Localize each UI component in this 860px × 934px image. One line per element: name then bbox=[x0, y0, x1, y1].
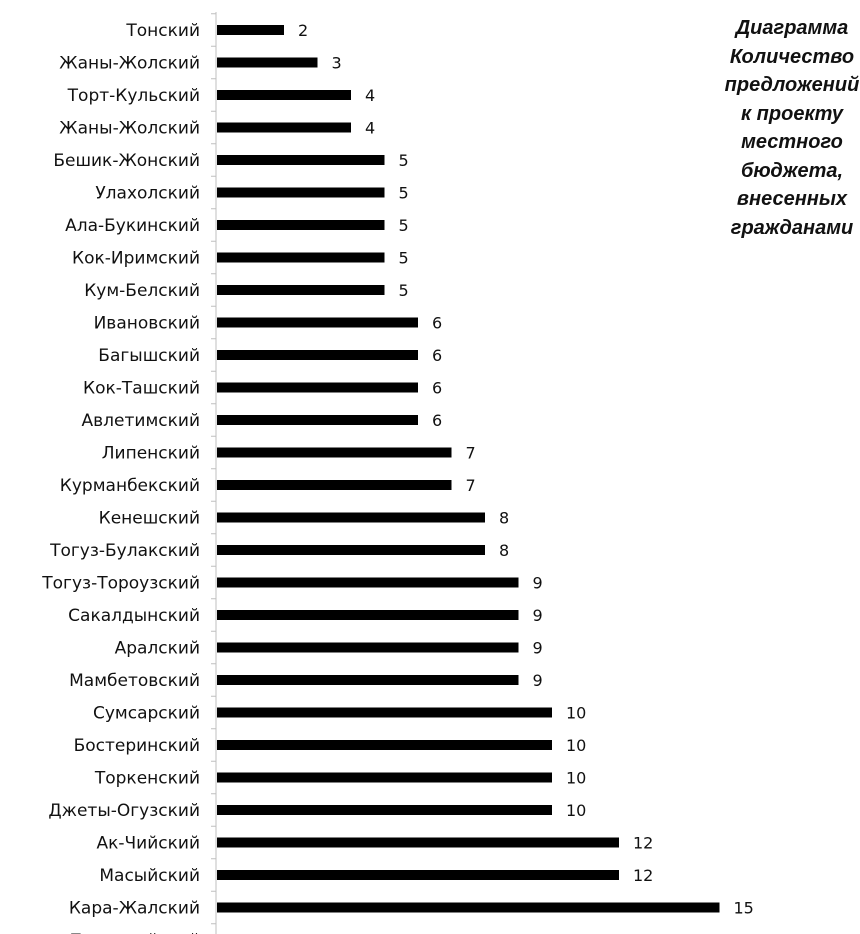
data-label: 9 bbox=[533, 671, 543, 690]
bar bbox=[217, 25, 284, 35]
category-label: Авлетимский bbox=[82, 411, 200, 431]
data-label: 5 bbox=[399, 216, 409, 235]
data-label: 12 bbox=[633, 834, 653, 853]
data-label: 15 bbox=[734, 899, 754, 918]
category-label: Багышский bbox=[98, 346, 200, 366]
data-label: 5 bbox=[399, 184, 409, 203]
data-label: 9 bbox=[533, 574, 543, 593]
bar bbox=[217, 837, 619, 848]
category-label: Ак-Чийский bbox=[97, 834, 201, 854]
data-label: 5 bbox=[399, 151, 409, 170]
data-label: 10 bbox=[566, 736, 586, 755]
category-label: Первомайский bbox=[70, 931, 200, 934]
bar bbox=[217, 707, 552, 718]
bar bbox=[217, 122, 351, 133]
bar bbox=[217, 220, 385, 230]
bar bbox=[217, 610, 519, 620]
data-label: 6 bbox=[432, 314, 442, 333]
bar bbox=[217, 155, 385, 165]
category-label: Липенский bbox=[102, 444, 200, 464]
data-label: 4 bbox=[365, 86, 375, 105]
bar bbox=[217, 415, 418, 425]
bar bbox=[217, 675, 519, 685]
category-label: Тонский bbox=[125, 21, 200, 41]
category-label: Кара-Жалский bbox=[69, 899, 200, 919]
data-label: 6 bbox=[432, 379, 442, 398]
category-label: Жаны-Жолский bbox=[59, 54, 200, 74]
category-labels: Тонский Жаны-Жолский Торт-Кульский Жаны-Жол… bbox=[41, 21, 200, 934]
data-label: 10 bbox=[566, 801, 586, 820]
data-label: 7 bbox=[466, 444, 476, 463]
bar bbox=[217, 447, 452, 458]
data-label: 4 bbox=[365, 119, 375, 138]
data-label: 10 bbox=[566, 704, 586, 723]
data-label: 12 bbox=[633, 866, 653, 885]
category-label: Кок-Ташский bbox=[83, 379, 200, 399]
data-label: 5 bbox=[399, 249, 409, 268]
bar bbox=[217, 805, 552, 815]
bars-group bbox=[217, 25, 720, 913]
bar bbox=[217, 902, 720, 913]
category-label: Улахолский bbox=[95, 184, 200, 204]
data-label: 6 bbox=[432, 346, 442, 365]
bar bbox=[217, 870, 619, 880]
data-label: 8 bbox=[499, 541, 509, 560]
bar bbox=[217, 317, 418, 328]
value-labels: 2 3 4 4 5 5 5 5 5 6 6 6 6 7 7 8 8 9 9 9 9 10 10 10 10 12 12 15 18 bbox=[298, 21, 854, 934]
bar bbox=[217, 577, 519, 588]
data-label: 9 bbox=[533, 639, 543, 658]
data-label: 9 bbox=[533, 606, 543, 625]
data-label: 2 bbox=[298, 21, 308, 40]
bar bbox=[217, 740, 552, 750]
data-label: 8 bbox=[499, 509, 509, 528]
category-label: Бостеринский bbox=[74, 736, 200, 756]
category-label: Мамбетовский bbox=[69, 671, 200, 691]
y-axis-ticks bbox=[211, 13, 216, 925]
data-label: 7 bbox=[466, 476, 476, 495]
data-label: 10 bbox=[566, 769, 586, 788]
data-label: 6 bbox=[432, 411, 442, 430]
category-label: Ивановский bbox=[94, 314, 200, 334]
bar bbox=[217, 642, 519, 653]
bar bbox=[217, 545, 485, 555]
category-label: Аралский bbox=[115, 639, 200, 659]
category-label: Джеты-Огузский bbox=[48, 801, 200, 821]
data-label: 5 bbox=[399, 281, 409, 300]
category-label: Кенешский bbox=[99, 509, 200, 529]
data-label: 18 bbox=[834, 931, 854, 934]
bar bbox=[217, 772, 552, 783]
category-label: Тогуз-Тороузский bbox=[41, 574, 200, 594]
category-label: Ала-Букинский bbox=[65, 216, 200, 236]
category-label: Торкенский bbox=[94, 769, 200, 789]
bar bbox=[217, 57, 318, 68]
bar bbox=[217, 285, 385, 295]
category-label: Масыйский bbox=[99, 866, 200, 886]
bar bbox=[217, 350, 418, 360]
category-label: Жаны-Жолский bbox=[59, 119, 200, 139]
category-label: Кум-Белский bbox=[84, 281, 200, 301]
chart-title: Диаграмма Количество предложений к проек… bbox=[724, 17, 860, 239]
bar bbox=[217, 480, 452, 490]
category-label: Сумсарский bbox=[93, 704, 200, 724]
category-label: Кок-Иримский bbox=[72, 249, 200, 269]
category-label: Сакалдынский bbox=[68, 606, 200, 626]
category-label: Тогуз-Булакский bbox=[49, 541, 200, 561]
category-label: Торт-Кульский bbox=[67, 86, 200, 106]
category-label: Бешик-Жонский bbox=[53, 151, 200, 171]
data-label: 3 bbox=[332, 54, 342, 73]
category-label: Курманбекский bbox=[60, 476, 200, 496]
bar bbox=[217, 382, 418, 393]
bar bbox=[217, 512, 485, 523]
bar bbox=[217, 187, 385, 198]
bar bbox=[217, 90, 351, 100]
bar bbox=[217, 252, 385, 263]
